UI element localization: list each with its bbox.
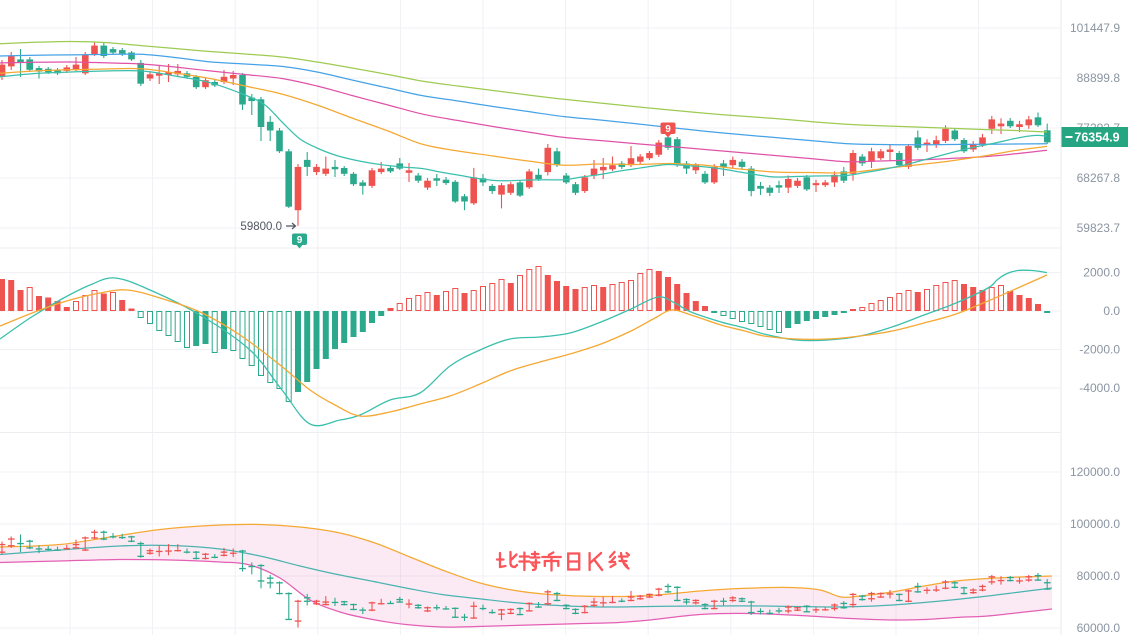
svg-text:-2000.0: -2000.0 bbox=[1079, 343, 1120, 357]
svg-text:-4000.0: -4000.0 bbox=[1079, 381, 1120, 395]
svg-text:0.0: 0.0 bbox=[1103, 304, 1120, 318]
svg-text:68267.8: 68267.8 bbox=[1077, 171, 1121, 185]
svg-text:9: 9 bbox=[665, 124, 671, 135]
svg-text:120000.0: 120000.0 bbox=[1070, 465, 1120, 479]
svg-text:59800.0: 59800.0 bbox=[240, 221, 282, 233]
svg-text:80000.0: 80000.0 bbox=[1077, 569, 1121, 583]
svg-text:101447.9: 101447.9 bbox=[1070, 21, 1120, 35]
svg-text:100000.0: 100000.0 bbox=[1070, 517, 1120, 531]
svg-text:60000.0: 60000.0 bbox=[1077, 621, 1121, 635]
svg-text:2000.0: 2000.0 bbox=[1083, 266, 1120, 280]
svg-text:9: 9 bbox=[297, 235, 303, 246]
svg-text:59823.7: 59823.7 bbox=[1077, 221, 1121, 235]
svg-text:88899.8: 88899.8 bbox=[1077, 71, 1121, 85]
svg-text:76354.9: 76354.9 bbox=[1074, 131, 1119, 145]
